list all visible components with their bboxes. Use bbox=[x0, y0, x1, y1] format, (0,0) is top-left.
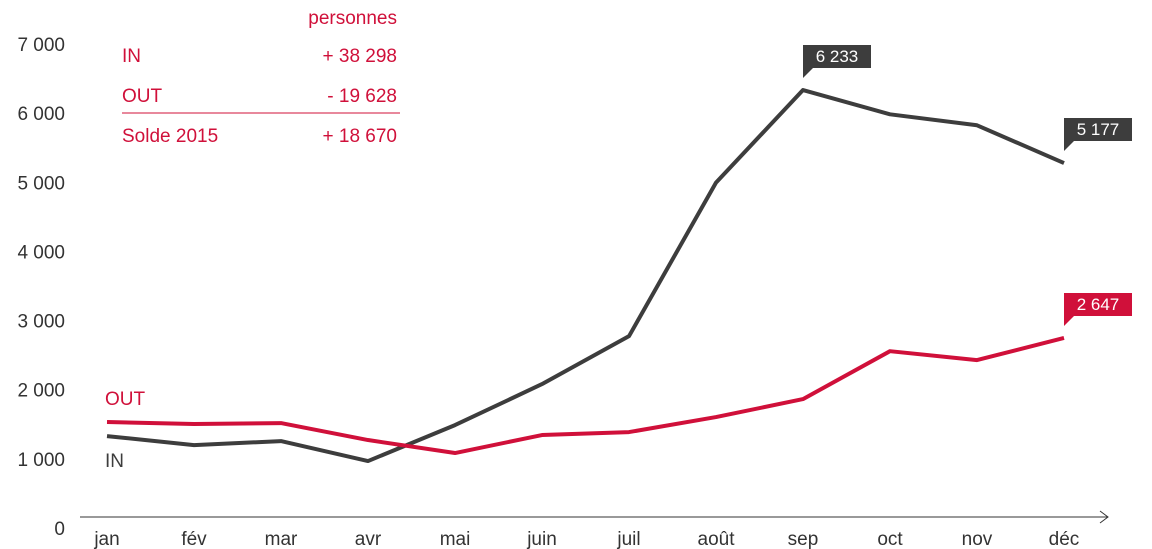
table-cell: + 18 670 bbox=[323, 126, 398, 147]
table-cell: + 38 298 bbox=[323, 46, 398, 67]
x-tick-label: juin bbox=[526, 529, 557, 549]
axis-arrow bbox=[1099, 510, 1109, 524]
y-tick-label: 6 000 bbox=[17, 104, 65, 125]
x-tick-label: mai bbox=[440, 529, 471, 549]
x-tick-label: août bbox=[698, 529, 736, 549]
y-tick-label: 7 000 bbox=[17, 35, 65, 56]
y-tick-label: 5 000 bbox=[17, 173, 65, 194]
table-header: personnes bbox=[308, 8, 397, 29]
data-label: 2 647 bbox=[1077, 295, 1120, 314]
table-cell: - 19 628 bbox=[327, 86, 397, 107]
x-tick-label: mar bbox=[265, 529, 298, 549]
label-box bbox=[803, 45, 871, 79]
x-tick-label: sep bbox=[788, 529, 819, 549]
table-cell: Solde 2015 bbox=[122, 126, 218, 147]
line bbox=[106, 336, 1065, 456]
table-cell: OUT bbox=[122, 86, 163, 107]
x-tick-label: avr bbox=[355, 529, 382, 549]
x-tick-label: jan bbox=[93, 529, 119, 549]
series-label: IN bbox=[105, 451, 124, 472]
table-cell: IN bbox=[122, 46, 141, 67]
y-tick-label: 3 000 bbox=[17, 312, 65, 333]
y-tick-label: 1 000 bbox=[17, 450, 65, 471]
label-box bbox=[1064, 118, 1132, 152]
data-label: 5 177 bbox=[1077, 120, 1120, 139]
data-label: 6 233 bbox=[816, 47, 859, 66]
x-tick-label: fév bbox=[181, 529, 207, 549]
x-tick-label: juil bbox=[616, 529, 640, 549]
y-tick-label: 4 000 bbox=[17, 242, 65, 263]
x-tick-label: oct bbox=[877, 529, 903, 549]
series-label: OUT bbox=[105, 389, 146, 410]
y-tick-label: 2 000 bbox=[17, 381, 65, 402]
x-tick-label: nov bbox=[962, 529, 993, 549]
y-tick-label: 0 bbox=[54, 519, 65, 540]
x-tick-label: déc bbox=[1049, 529, 1080, 549]
line bbox=[106, 88, 1065, 464]
label-box bbox=[1064, 292, 1132, 326]
